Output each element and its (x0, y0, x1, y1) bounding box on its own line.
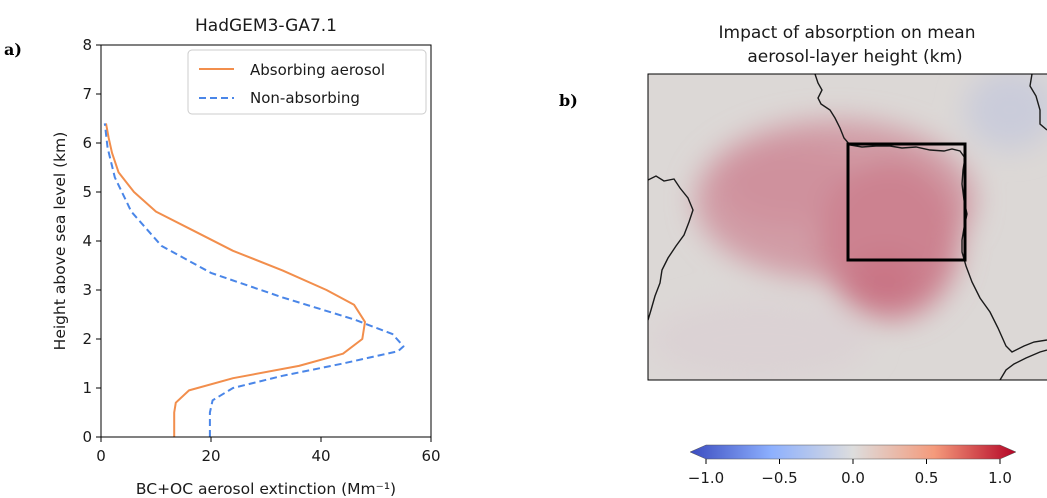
x-tick-label: 60 (421, 447, 440, 465)
coastline-north (814, 74, 1047, 353)
y-tick-label: 3 (82, 281, 92, 299)
y-tick-label: 5 (82, 183, 92, 201)
legend-label-absorbing: Absorbing aerosol (250, 61, 385, 79)
colorbar-tick-label: −1.0 (688, 469, 724, 487)
chart-b-title-line2: aerosol-layer height (km) (747, 47, 962, 67)
chart-a-plot-frame (100, 44, 432, 438)
field-lower-plume (850, 255, 920, 305)
panel-a-label: a) (4, 40, 22, 59)
y-tick-label: 4 (82, 232, 92, 250)
chart-a-xlabel: BC+OC aerosol extinction (Mm⁻¹) (136, 480, 396, 498)
map-frame (647, 73, 1047, 381)
chart-b-title-line1: Impact of absorption on mean (719, 23, 976, 43)
legend-label-non-absorbing: Non-absorbing (250, 89, 360, 107)
x-tick-label: 20 (201, 447, 220, 465)
y-tick-label: 0 (82, 428, 92, 446)
y-tick-label: 7 (82, 85, 92, 103)
region-box (846, 142, 967, 262)
chart-a-title: HadGEM3-GA7.1 (195, 16, 337, 36)
chart-a-series (103, 123, 405, 437)
colorbar-bar (689, 444, 1017, 460)
field-south-edge (650, 300, 870, 380)
map-field-shading (650, 74, 1047, 380)
colorbar: −1.0 −0.5 0.0 0.5 1.0 (688, 444, 1017, 487)
legend-box (187, 49, 427, 115)
coastline-east (1029, 74, 1047, 131)
y-tick-label: 8 (82, 36, 92, 54)
colorbar-tick-label: −0.5 (761, 469, 797, 487)
chart-a-ylabel: Height above sea level (km) (51, 132, 69, 351)
series-line-absorbing (105, 123, 366, 437)
colorbar-tick-label: 1.0 (988, 469, 1012, 487)
y-tick-label: 2 (82, 330, 92, 348)
coastline-west (648, 175, 694, 321)
colorbar-tick-label: 0.5 (915, 469, 939, 487)
series-line-non-absorbing (103, 123, 405, 437)
field-northeast-land (965, 74, 1047, 150)
panel-b-label: b) (559, 91, 578, 110)
colorbar-ticks: −1.0 −0.5 0.0 0.5 1.0 (688, 459, 1012, 487)
x-tick-label: 0 (96, 447, 106, 465)
chart-a-ticks: 0 20 40 60 0 1 2 3 4 5 6 7 8 (82, 36, 440, 465)
colorbar-tick-label: 0.0 (841, 469, 865, 487)
chart-a-legend: Absorbing aerosol Non-absorbing (187, 49, 427, 115)
coastline-south (999, 349, 1047, 380)
y-tick-label: 6 (82, 134, 92, 152)
x-tick-label: 40 (311, 447, 330, 465)
y-tick-label: 1 (82, 379, 92, 397)
field-upper-plume (720, 145, 860, 225)
